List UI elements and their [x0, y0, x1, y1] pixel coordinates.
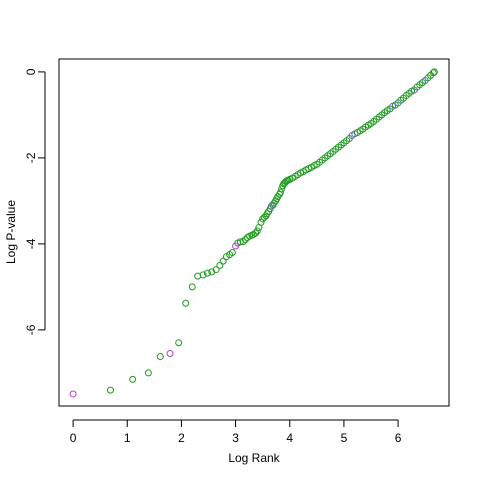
y-tick-label: -2	[24, 152, 38, 163]
point	[129, 375, 137, 383]
point	[257, 218, 265, 226]
point	[156, 353, 164, 361]
x-tick-label: 1	[124, 431, 131, 445]
point	[430, 68, 438, 76]
x-axis-label: Log Rank	[228, 451, 280, 465]
y-tick-label: -6	[24, 324, 38, 335]
point	[175, 339, 183, 347]
point	[394, 99, 402, 107]
point	[410, 86, 418, 94]
point	[232, 242, 240, 250]
x-tick-label: 4	[286, 431, 293, 445]
x-tick-label: 3	[232, 431, 239, 445]
point	[188, 283, 196, 291]
point	[421, 76, 429, 84]
x-tick-label: 0	[70, 431, 77, 445]
x-tick-label: 5	[341, 431, 348, 445]
point	[212, 266, 220, 274]
point	[263, 210, 271, 218]
point	[216, 261, 224, 269]
point	[267, 202, 275, 210]
point	[351, 130, 359, 138]
point	[199, 271, 207, 279]
point	[277, 188, 285, 196]
point	[106, 386, 114, 394]
x-tick-label: 6	[395, 431, 402, 445]
point	[69, 390, 77, 398]
y-tick-label: -4	[24, 238, 38, 249]
point	[253, 227, 261, 235]
y-tick-label: 0	[24, 68, 38, 75]
plot-box	[58, 58, 450, 407]
point	[166, 350, 174, 358]
point	[144, 369, 152, 377]
point	[252, 229, 260, 237]
point	[241, 236, 249, 244]
point	[219, 257, 227, 265]
point	[429, 69, 437, 77]
point	[208, 268, 216, 276]
point	[228, 248, 236, 256]
point	[203, 269, 211, 277]
point	[239, 238, 247, 246]
point	[389, 102, 397, 110]
x-tick-label: 2	[178, 431, 185, 445]
y-axis-label: Log P-value	[4, 200, 18, 264]
point	[182, 299, 190, 307]
